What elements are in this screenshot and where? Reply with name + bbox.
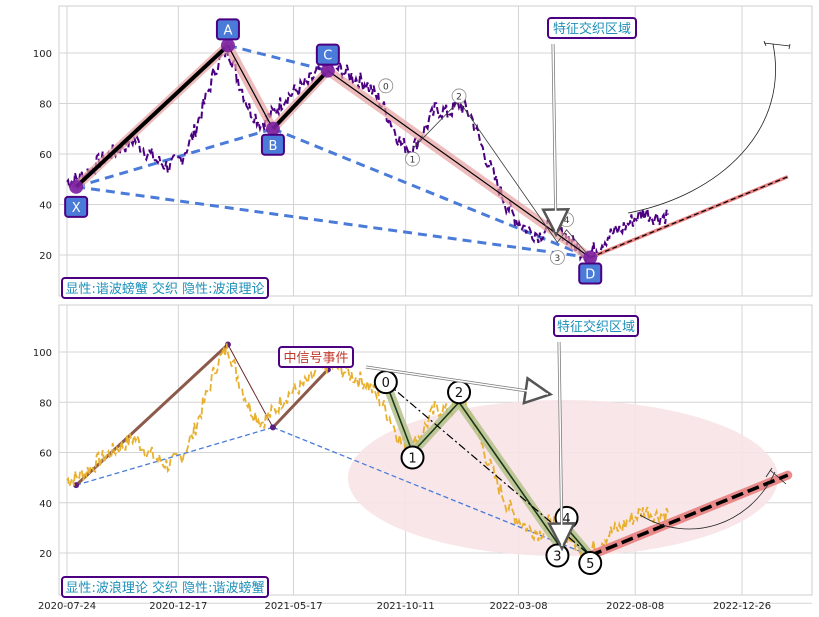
top-wave-circle bbox=[378, 78, 394, 94]
y-tick-label: 60 bbox=[39, 150, 52, 161]
leg-XA bbox=[74, 43, 230, 189]
x-tick-label: 2020-07-24 bbox=[38, 601, 96, 612]
bottom-annotation-text: 特征交织区域 bbox=[557, 319, 635, 335]
bottom-signal-box bbox=[278, 346, 354, 368]
pivot-label: C bbox=[323, 49, 332, 64]
top-grid bbox=[59, 6, 812, 306]
top-annotation: 特征交织区域 bbox=[547, 17, 637, 232]
top-annotation-box bbox=[547, 17, 637, 39]
pivot-marker bbox=[220, 38, 235, 53]
top-wave-label: 3 bbox=[555, 254, 561, 264]
bottom-caption: 显性:波浪理论 交织 隐性:谐波螃蟹 bbox=[61, 576, 269, 598]
bottom-wave-channel bbox=[385, 381, 591, 556]
pivot-label-box bbox=[315, 43, 340, 66]
x-tick-label: 2022-08-08 bbox=[606, 601, 664, 612]
pivot-label-box bbox=[64, 195, 89, 218]
bottom-x-ticks: 2020-07-24 2020-12-17 2021-05-17 2021-10-11… bbox=[38, 601, 771, 612]
x-tick-label: 2021-10-11 bbox=[377, 601, 435, 612]
top-wave-label: 1 bbox=[410, 156, 416, 166]
y-tick-label: 100 bbox=[33, 348, 52, 359]
top-forecast bbox=[589, 175, 789, 260]
y-tick-label: 40 bbox=[39, 499, 52, 510]
bottom-signal-callout: 中信号事件 bbox=[278, 346, 548, 394]
bottom-pivot-dot bbox=[73, 482, 80, 489]
pivot-marker bbox=[265, 121, 280, 136]
top-caption-text: 显性:谐波螃蟹 交织 隐性:波浪理论 bbox=[65, 281, 264, 297]
pivot-label: A bbox=[223, 23, 232, 38]
bottom-signal-text: 中信号事件 bbox=[283, 351, 348, 366]
bottom-wave-circle bbox=[400, 445, 425, 470]
bottom-caption-box bbox=[61, 576, 269, 598]
bottom-forecast bbox=[585, 470, 793, 561]
pivot-label-box bbox=[578, 262, 603, 285]
y-tick-label: 20 bbox=[39, 549, 52, 560]
bottom-wave-circle bbox=[578, 551, 603, 576]
bottom-pattern-dash-XB bbox=[75, 426, 274, 486]
top-wave-line bbox=[412, 100, 591, 258]
x-tick-label: 2021-05-17 bbox=[264, 601, 322, 612]
top-pivot-labels: X A B C D bbox=[64, 18, 603, 285]
y-tick-label: 60 bbox=[39, 449, 52, 460]
bottom-forecast-line bbox=[589, 473, 789, 558]
top-annotation-text: 特征交织区域 bbox=[553, 21, 631, 37]
pivot-label: B bbox=[268, 139, 277, 154]
bottom-wave-label: 0 bbox=[382, 376, 390, 391]
pivot-label: D bbox=[585, 268, 595, 283]
bottom-price-series bbox=[66, 343, 669, 565]
top-wave-circle bbox=[451, 88, 467, 104]
pattern-dash-BD bbox=[272, 127, 591, 259]
top-wave-label: 2 bbox=[456, 92, 462, 102]
bottom-wave-label: 5 bbox=[586, 557, 594, 572]
top-wave-path bbox=[412, 100, 591, 258]
pivot-marker bbox=[320, 63, 335, 78]
top-panel: 20 40 60 80 100 0 1 2 3 4 X A B C D 特征交织区域 显性:谐波螃蟹 交… bbox=[33, 5, 813, 306]
pattern-dash-XD bbox=[75, 185, 591, 260]
x-tick-label: 2022-03-08 bbox=[489, 601, 547, 612]
pivot-marker bbox=[69, 179, 84, 194]
bottom-wave-label: 3 bbox=[553, 550, 561, 565]
y-tick-label: 20 bbox=[39, 251, 52, 262]
top-wave-label: 0 bbox=[383, 82, 389, 92]
pattern-dash-AC bbox=[227, 43, 329, 73]
bottom-pivot-dot bbox=[269, 424, 276, 431]
bottom-caption-text: 显性:波浪理论 交织 隐性:谐波螃蟹 bbox=[65, 580, 264, 596]
bottom-wave-label: 2 bbox=[455, 386, 463, 401]
bottom-wave-label: 4 bbox=[562, 512, 570, 527]
bottom-pattern-leg-BC bbox=[271, 368, 329, 429]
x-tick-label: 2020-12-17 bbox=[149, 601, 207, 612]
bottom-wave-label: 1 bbox=[408, 452, 416, 467]
top-wave-circle bbox=[405, 151, 420, 167]
bottom-pattern-dash-BD bbox=[272, 426, 591, 557]
pivot-label: X bbox=[72, 201, 81, 216]
pattern-dash-XB bbox=[75, 127, 274, 189]
top-wave-label: 4 bbox=[564, 216, 570, 226]
top-caption-box bbox=[61, 277, 269, 299]
bottom-curved-arrow bbox=[639, 467, 787, 530]
pivot-marker bbox=[583, 250, 598, 265]
pivot-label-box bbox=[215, 18, 240, 41]
y-tick-label: 80 bbox=[39, 100, 52, 111]
bottom-annotation-box bbox=[553, 315, 639, 337]
top-forecast-line bbox=[589, 176, 788, 259]
bottom-price-line bbox=[66, 343, 669, 565]
bottom-annotation: 特征交织区域 bbox=[553, 315, 639, 546]
top-caption: 显性:谐波螃蟹 交织 隐性:波浪理论 bbox=[61, 277, 269, 299]
bottom-y-ticks: 20 40 60 80 100 bbox=[33, 348, 52, 560]
y-tick-label: 80 bbox=[39, 398, 52, 409]
top-curved-arrow bbox=[627, 40, 791, 214]
y-tick-label: 100 bbox=[33, 49, 52, 60]
y-tick-label: 40 bbox=[39, 201, 52, 212]
top-y-ticks: 20 40 60 80 100 bbox=[33, 49, 52, 262]
bottom-pattern-leg-AB bbox=[227, 344, 274, 428]
pivot-label-box bbox=[260, 133, 285, 156]
leg-AB bbox=[227, 45, 274, 130]
bottom-interleave-zone bbox=[348, 400, 778, 556]
x-tick-label: 2022-12-26 bbox=[713, 601, 771, 612]
leg-BC bbox=[271, 69, 330, 131]
top-wave-circle bbox=[550, 250, 565, 265]
